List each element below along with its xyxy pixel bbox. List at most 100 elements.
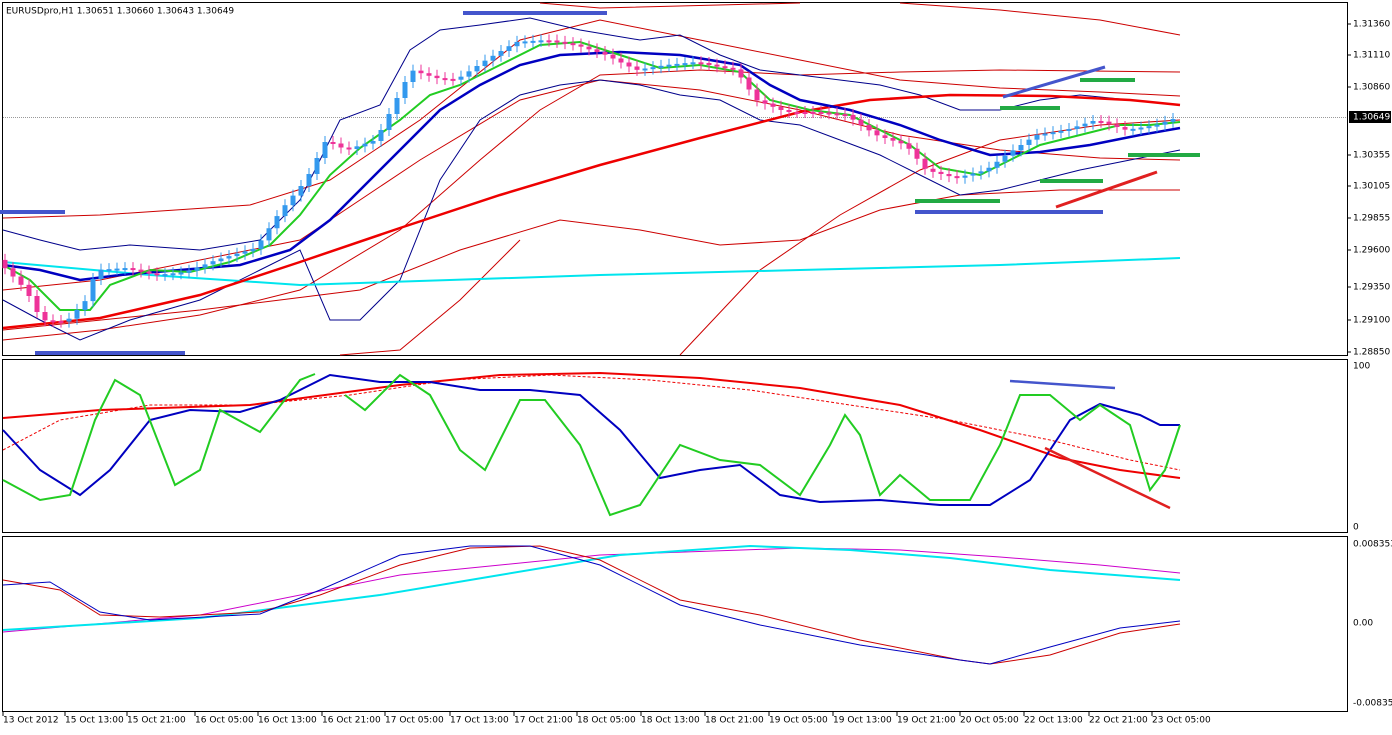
candle-body bbox=[626, 62, 632, 67]
candle-body bbox=[314, 158, 320, 174]
macd-tick-label: 0.00 bbox=[1353, 619, 1373, 629]
current-price-box bbox=[1349, 111, 1391, 123]
candle-body bbox=[658, 65, 664, 68]
candle-body bbox=[666, 64, 672, 67]
osc-tick-label: 100 bbox=[1353, 362, 1370, 372]
candle-body bbox=[474, 66, 480, 72]
cyan-ma bbox=[2, 257, 1181, 287]
candle-body bbox=[778, 106, 784, 110]
candle-body bbox=[170, 273, 176, 276]
candle-body bbox=[930, 168, 936, 172]
time-tick-label: 20 Oct 05:00 bbox=[960, 716, 1019, 726]
candle-body bbox=[962, 175, 968, 178]
candle-body bbox=[218, 258, 224, 262]
blue-ma bbox=[2, 50, 1181, 282]
price-tick-label: 1.28850 bbox=[1353, 348, 1390, 358]
candle-body bbox=[602, 52, 608, 55]
candle-body bbox=[842, 114, 848, 117]
candle-body bbox=[938, 171, 944, 174]
price-panel bbox=[2, 2, 1348, 356]
candle-body bbox=[674, 63, 680, 66]
candle-body bbox=[986, 167, 992, 172]
candle-body bbox=[946, 174, 952, 177]
candle-body bbox=[458, 76, 464, 80]
candle-body bbox=[1130, 128, 1136, 131]
candle-body bbox=[866, 125, 872, 131]
candle-body bbox=[914, 148, 920, 159]
candle-body bbox=[66, 318, 72, 322]
time-tick-label: 17 Oct 13:00 bbox=[450, 716, 509, 726]
candle-body bbox=[330, 142, 336, 144]
candle-body bbox=[10, 268, 16, 277]
candle-body bbox=[578, 44, 584, 47]
candle-body bbox=[546, 40, 552, 43]
candle-body bbox=[1114, 124, 1120, 127]
candle-body bbox=[402, 82, 408, 98]
candle-body bbox=[802, 112, 808, 114]
candle-body bbox=[898, 140, 904, 144]
candle-body bbox=[954, 176, 960, 179]
price-tick-label: 1.29100 bbox=[1353, 316, 1390, 326]
candle-body bbox=[690, 62, 696, 65]
candle-body bbox=[794, 112, 800, 114]
time-tick-label: 16 Oct 05:00 bbox=[195, 716, 254, 726]
time-tick-label: 18 Oct 13:00 bbox=[641, 716, 700, 726]
candle-body bbox=[1146, 126, 1152, 129]
candle-body bbox=[978, 171, 984, 174]
candle-body bbox=[322, 142, 328, 158]
signal-dotted bbox=[2, 374, 1181, 471]
candle-body bbox=[90, 279, 96, 302]
candle-body bbox=[1090, 121, 1096, 124]
candle-body bbox=[1026, 139, 1032, 145]
candle-body bbox=[1034, 134, 1040, 140]
candle-body bbox=[970, 173, 976, 176]
candle-body bbox=[74, 309, 80, 319]
time-tick-label: 22 Oct 13:00 bbox=[1024, 716, 1083, 726]
price-tick-label: 1.30860 bbox=[1353, 83, 1390, 93]
candle-body bbox=[826, 112, 832, 115]
macd-red bbox=[2, 545, 1181, 665]
price-tick-label: 1.29350 bbox=[1353, 283, 1390, 293]
candle-body bbox=[762, 100, 768, 104]
candle-body bbox=[394, 98, 400, 114]
candle-body bbox=[498, 51, 504, 56]
candle-body bbox=[2, 259, 8, 269]
candle-body bbox=[106, 269, 112, 272]
candle-body bbox=[386, 114, 392, 130]
oscillator-panel bbox=[2, 359, 1348, 533]
candle-body bbox=[530, 40, 536, 43]
candle-body bbox=[650, 67, 656, 70]
candle-body bbox=[130, 268, 136, 271]
candle-body bbox=[1010, 150, 1016, 156]
candle-body bbox=[354, 146, 360, 149]
candle-body bbox=[306, 174, 312, 186]
price-tick-label: 1.29855 bbox=[1353, 214, 1390, 224]
candle-body bbox=[1042, 133, 1048, 136]
candle-body bbox=[538, 40, 544, 43]
candle-body bbox=[466, 71, 472, 77]
candle-body bbox=[442, 78, 448, 81]
time-tick-label: 15 Oct 21:00 bbox=[127, 716, 186, 726]
candle-body bbox=[714, 64, 720, 67]
time-tick-label: 19 Oct 21:00 bbox=[897, 716, 956, 726]
candle-body bbox=[522, 41, 528, 44]
price-tick-label: 1.30105 bbox=[1353, 182, 1390, 192]
trendline bbox=[1044, 446, 1171, 510]
time-tick-label: 19 Oct 13:00 bbox=[833, 716, 892, 726]
candle-body bbox=[1082, 123, 1088, 127]
candle-body bbox=[642, 68, 648, 71]
candle-body bbox=[586, 46, 592, 50]
time-tick-label: 23 Oct 05:00 bbox=[1152, 716, 1211, 726]
time-tick-label: 16 Oct 21:00 bbox=[322, 716, 381, 726]
candle-body bbox=[290, 195, 296, 206]
candle-body bbox=[1122, 127, 1128, 130]
candle-body bbox=[298, 186, 304, 196]
candle-body bbox=[242, 251, 248, 254]
candle-body bbox=[722, 66, 728, 69]
candle-body bbox=[738, 69, 744, 78]
time-tick-label: 18 Oct 05:00 bbox=[577, 716, 636, 726]
candle-body bbox=[682, 63, 688, 66]
macd-tick-label: -0.008353 bbox=[1353, 699, 1392, 709]
